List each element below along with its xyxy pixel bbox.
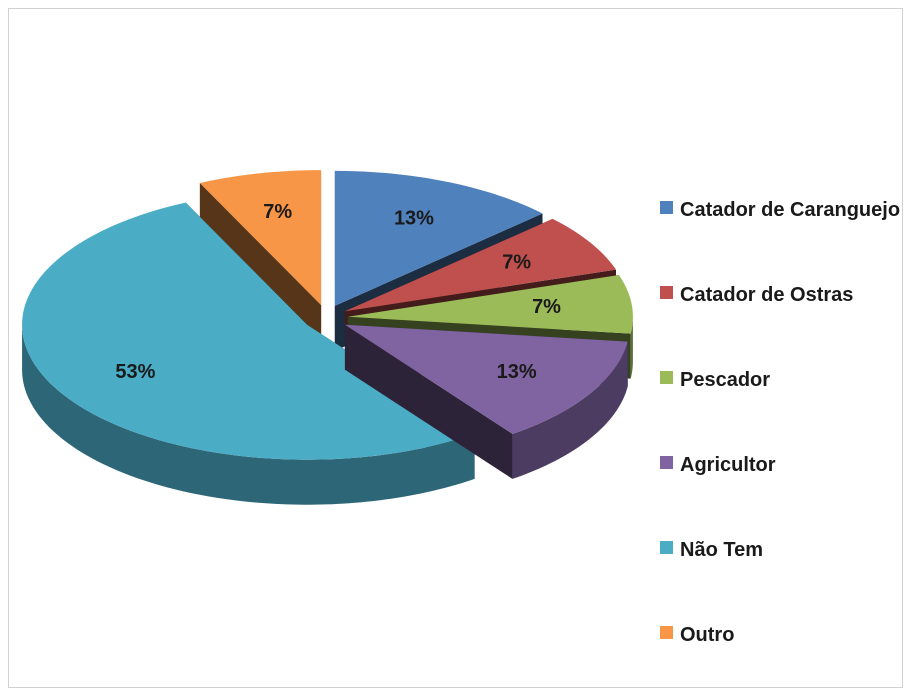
slice: [199, 170, 322, 306]
chart-frame: [8, 8, 903, 688]
slice: [334, 170, 543, 306]
legend-item: Catador de Caranguejo: [660, 195, 905, 225]
legend-item: Agricultor: [660, 450, 905, 480]
slice-group: [199, 170, 322, 351]
legend-swatch: [660, 371, 673, 384]
legend-item: Não Tem: [660, 535, 905, 565]
data-label: 7%: [502, 251, 531, 273]
legend-item: Outro: [660, 620, 905, 650]
legend-label: Pescador: [680, 369, 771, 391]
legend-label: Outro: [680, 624, 735, 646]
data-label: 13%: [394, 207, 434, 229]
legend-swatch: [660, 286, 673, 299]
legend-label: Agricultor: [680, 454, 776, 476]
slice: [22, 202, 475, 460]
slice: [347, 275, 633, 334]
legend-label: Catador de Ostras: [680, 284, 854, 306]
data-label: 53%: [115, 361, 155, 383]
legend-swatch: [660, 456, 673, 469]
legend-swatch: [660, 626, 673, 639]
slice: [344, 218, 616, 312]
slice-wall: [512, 341, 628, 479]
slice-wall: [630, 316, 633, 379]
data-label: 7%: [263, 201, 292, 223]
legend-label: Catador de Caranguejo: [680, 199, 901, 221]
legend-label: Não Tem: [680, 539, 763, 561]
slice: [344, 324, 628, 434]
slice-wall: [22, 324, 475, 505]
legend-item: Pescador: [660, 365, 905, 395]
legend-swatch: [660, 201, 673, 214]
slice-side: [344, 324, 513, 479]
data-label: 13%: [497, 361, 537, 383]
legend-item: Catador de Ostras: [660, 280, 905, 310]
slice-group: [22, 202, 475, 505]
legend-swatch: [660, 541, 673, 554]
data-label: 7%: [532, 296, 561, 318]
slice-group: [344, 324, 628, 479]
slice-side: [199, 182, 322, 351]
